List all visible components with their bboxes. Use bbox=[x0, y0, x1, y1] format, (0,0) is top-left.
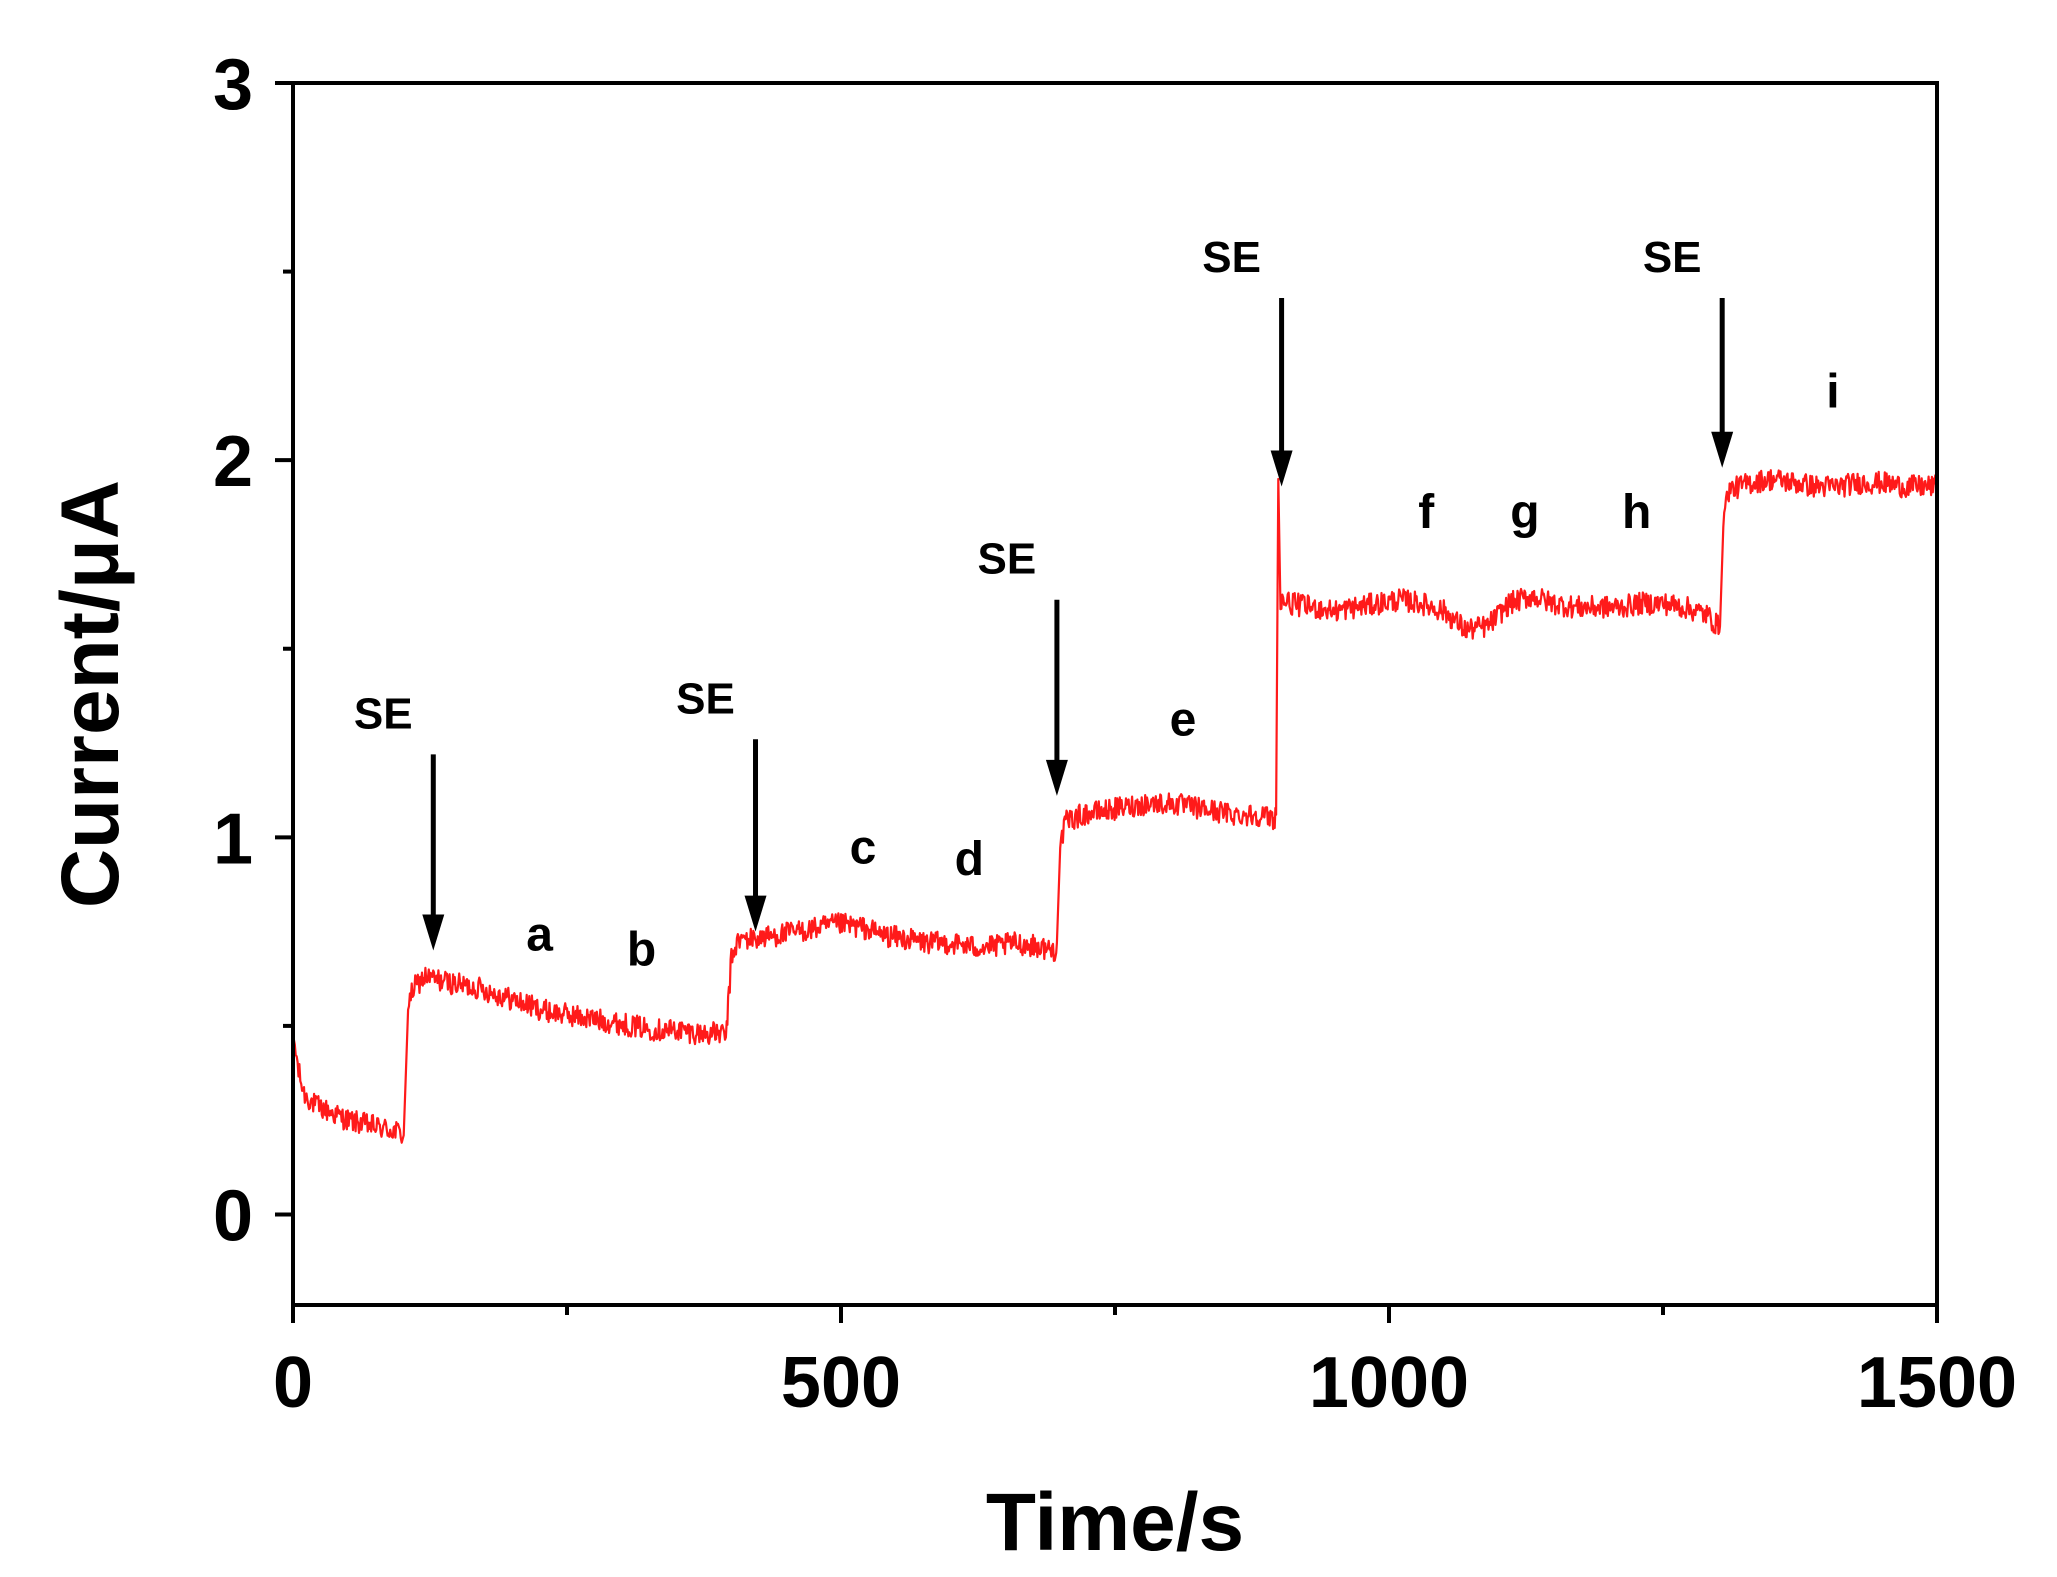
se-label: SE bbox=[1202, 233, 1261, 282]
se-annotation: SE bbox=[354, 689, 445, 951]
y-tick-label: 0 bbox=[213, 1176, 253, 1256]
x-tick-label: 1000 bbox=[1309, 1343, 1469, 1423]
y-tick-label: 2 bbox=[213, 422, 253, 502]
x-axis-title: Time/s bbox=[986, 1477, 1244, 1568]
point-label-layer: a b c d e f g h i bbox=[526, 365, 1839, 976]
se-annotation: SE bbox=[676, 674, 767, 932]
arrow-head bbox=[1711, 431, 1734, 468]
se-label: SE bbox=[1643, 233, 1702, 282]
se-annotation: SE bbox=[1202, 233, 1293, 487]
series-layer bbox=[291, 469, 1939, 1144]
y-tick-label: 1 bbox=[213, 799, 253, 879]
arrow-head bbox=[1045, 759, 1068, 796]
series-line-0 bbox=[291, 469, 1939, 1144]
point-label-g: g bbox=[1510, 486, 1539, 539]
arrow-head bbox=[1270, 450, 1293, 487]
point-label-b: b bbox=[627, 924, 656, 977]
axes-layer: 0 500 1000 1500 0 1 2 3 bbox=[213, 45, 2017, 1423]
x-tick-label: 500 bbox=[781, 1343, 901, 1423]
point-label-a: a bbox=[526, 908, 553, 961]
arrow-head bbox=[422, 914, 445, 951]
x-tick-label: 0 bbox=[273, 1343, 313, 1423]
point-label-f: f bbox=[1418, 486, 1435, 539]
x-tick-label: 1500 bbox=[1857, 1343, 2017, 1423]
annotation-layer: SE SE SE SE SE bbox=[354, 233, 1734, 951]
point-label-e: e bbox=[1170, 693, 1197, 746]
se-annotation: SE bbox=[1643, 233, 1734, 468]
se-annotation: SE bbox=[978, 535, 1068, 796]
point-label-i: i bbox=[1826, 365, 1839, 418]
arrow-head bbox=[744, 895, 767, 932]
se-label: SE bbox=[676, 674, 735, 723]
point-label-d: d bbox=[955, 833, 984, 886]
y-axis-title: Current/μA bbox=[45, 480, 136, 908]
se-label: SE bbox=[978, 535, 1037, 584]
point-label-c: c bbox=[850, 822, 877, 875]
se-label: SE bbox=[354, 689, 413, 738]
y-tick-label: 3 bbox=[213, 45, 253, 125]
point-label-h: h bbox=[1622, 486, 1651, 539]
